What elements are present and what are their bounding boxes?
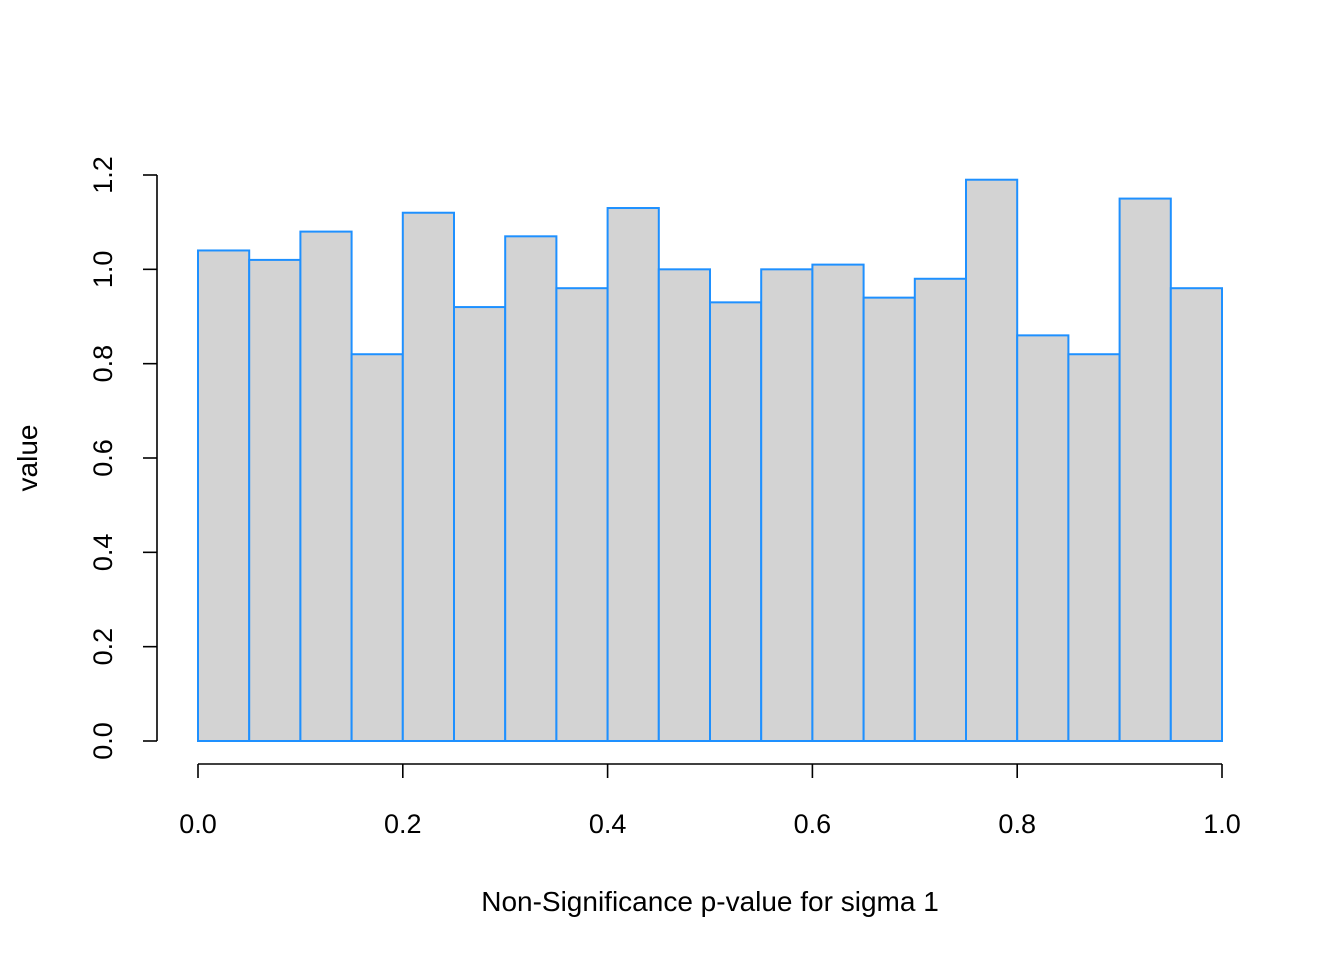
histogram-bar — [760, 268, 814, 742]
y-tick-label: 0.4 — [88, 534, 118, 572]
x-tick-label: 0.8 — [998, 809, 1036, 839]
y-tick-label: 0.2 — [88, 628, 118, 666]
histogram-bar — [811, 263, 865, 742]
histogram-bar — [862, 296, 916, 742]
x-tick-label: 0.6 — [794, 809, 832, 839]
histogram-bar — [1016, 334, 1070, 742]
x-axis-title: Non-Significance p-value for sigma 1 — [481, 886, 939, 917]
histogram-bar — [555, 287, 609, 742]
x-tick-label: 0.0 — [179, 809, 217, 839]
histogram-bar — [299, 230, 353, 742]
x-tick-label: 0.2 — [384, 809, 422, 839]
histogram-bar — [913, 277, 967, 742]
y-axis-title: value — [12, 425, 43, 492]
histogram-bar — [248, 258, 302, 742]
y-tick-label: 0.0 — [88, 722, 118, 760]
y-tick-label: 0.8 — [88, 345, 118, 383]
histogram-bar — [606, 207, 660, 742]
histogram-bar — [709, 301, 763, 742]
histogram-bar — [1169, 287, 1224, 742]
x-tick-label: 1.0 — [1203, 809, 1241, 839]
histogram-bar — [1118, 197, 1172, 743]
histogram-bar — [965, 178, 1019, 742]
histogram-bar — [350, 353, 404, 742]
y-tick-label: 1.0 — [88, 251, 118, 289]
y-tick-label: 0.6 — [88, 439, 118, 477]
histogram-bar — [1067, 353, 1121, 742]
histogram-bar — [504, 235, 558, 742]
bars-group — [197, 178, 1224, 743]
x-axis: 0.0 0.2 0.4 0.6 0.8 1.0 — [179, 763, 1241, 839]
histogram-bar — [197, 249, 251, 742]
y-tick-label: 1.2 — [88, 156, 118, 194]
y-axis: 0.0 0.2 0.4 0.6 0.8 1.0 1.2 — [88, 156, 158, 760]
x-tick-label: 0.4 — [589, 809, 627, 839]
histogram-bar — [401, 211, 455, 742]
histogram-bar — [657, 268, 711, 742]
histogram-bar — [453, 306, 507, 742]
